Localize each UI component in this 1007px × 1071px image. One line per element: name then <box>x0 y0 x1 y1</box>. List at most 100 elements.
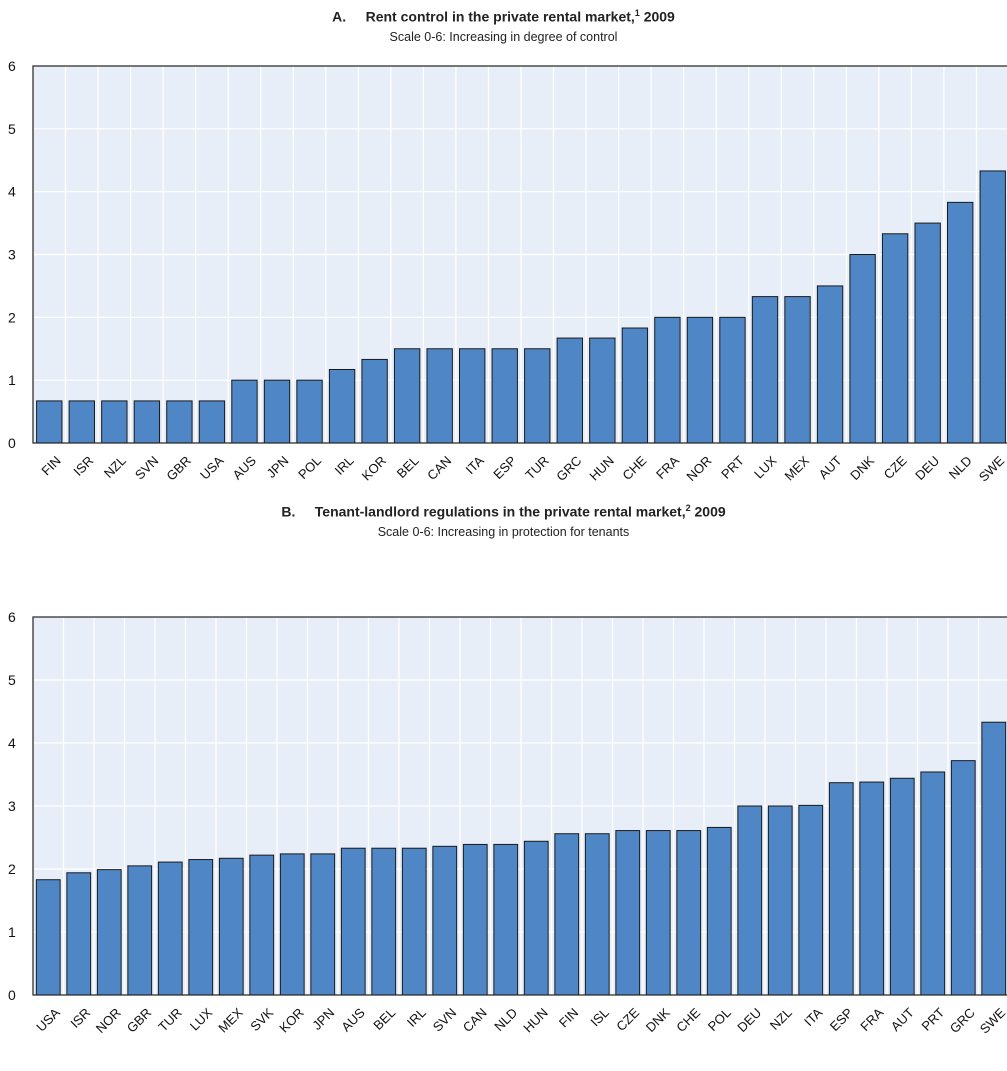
title-footnote: 1 <box>634 8 640 18</box>
category-label: AUS <box>230 453 260 483</box>
category-label: CZE <box>613 1005 642 1034</box>
bar <box>66 872 92 996</box>
bar <box>279 853 305 996</box>
bar <box>493 843 519 996</box>
category-label: ISL <box>587 1005 611 1029</box>
category-label: HUN <box>520 1005 551 1036</box>
category-label: JPN <box>309 1005 337 1033</box>
y-tick-label: 2 <box>8 309 16 325</box>
bar <box>524 348 551 444</box>
category-label: KOR <box>359 453 390 484</box>
y-tick-label: 5 <box>8 672 16 688</box>
bar <box>947 201 974 444</box>
bar <box>914 222 941 444</box>
y-tick-label: 6 <box>8 58 16 74</box>
bar <box>96 869 122 996</box>
category-label: IRL <box>404 1005 429 1030</box>
bar <box>432 845 458 996</box>
bar <box>218 857 244 996</box>
bar <box>101 400 128 444</box>
bar <box>981 721 1007 996</box>
chart-subtitle: Scale 0-6: Increasing in degree of contr… <box>389 30 618 44</box>
bar <box>263 379 291 444</box>
bar <box>889 777 915 996</box>
category-label: DEU <box>912 453 942 483</box>
category-label: BEL <box>370 1005 398 1033</box>
bar <box>393 348 421 444</box>
y-tick-label: 0 <box>8 987 16 1003</box>
bar <box>68 400 95 444</box>
category-label: POL <box>705 1005 734 1034</box>
category-label: CHE <box>619 453 649 483</box>
bar <box>133 400 161 444</box>
bar <box>589 337 616 444</box>
bar <box>767 805 793 996</box>
category-label: FRA <box>653 453 682 482</box>
category-label: ITA <box>801 1005 825 1029</box>
bar <box>621 327 649 444</box>
bar <box>920 771 946 996</box>
bar <box>459 348 486 444</box>
category-label: CAN <box>460 1005 490 1035</box>
chart-title: B. Tenant-landlord regulations in the pr… <box>0 503 1007 520</box>
category-label: POL <box>295 453 324 482</box>
y-tick-label: 6 <box>8 609 16 625</box>
bar <box>979 170 1006 444</box>
bar <box>491 348 518 444</box>
bar <box>828 782 854 996</box>
bar <box>881 233 909 444</box>
bar <box>816 285 844 444</box>
bar <box>554 833 580 996</box>
category-label: AUT <box>888 1005 917 1034</box>
category-label: SVK <box>247 1005 276 1034</box>
y-tick-label: 5 <box>8 121 16 137</box>
plot-frame <box>32 65 1007 444</box>
y-tick-label: 3 <box>8 798 16 814</box>
category-label: BEL <box>394 453 422 481</box>
bar <box>462 843 488 996</box>
bar <box>296 379 323 444</box>
y-tick-label: 2 <box>8 861 16 877</box>
y-tick-label: 1 <box>8 372 16 388</box>
category-label: MEX <box>215 1005 246 1036</box>
category-label: FIN <box>38 453 63 478</box>
bar <box>849 254 876 444</box>
category-label: MEX <box>782 453 813 484</box>
chart-b-svg: 0 1 2 3 4 5 6 USA ISR NOR GBR TUR LUX MEX SVK KOR JPN AUS… <box>8 609 1007 1037</box>
category-label: USA <box>33 1005 63 1035</box>
category-label: PRT <box>918 1005 947 1034</box>
category-label: ESP <box>827 1005 856 1034</box>
category-label: NZL <box>101 453 129 481</box>
bar <box>249 854 275 996</box>
y-tick-label: 0 <box>8 435 16 451</box>
bar <box>950 760 976 996</box>
category-label: NZL <box>767 1005 795 1033</box>
title-text: Tenant-landlord regulations in the priva… <box>314 503 686 520</box>
panel-a: A. Rent control in the private rental ma… <box>0 0 1007 500</box>
bar <box>371 847 397 996</box>
bar <box>340 847 366 996</box>
category-label: GRC <box>553 453 584 484</box>
category-label: CHE <box>673 1005 703 1035</box>
y-tick-label: 1 <box>8 924 16 940</box>
category-label: ESP <box>490 453 519 482</box>
bar <box>784 296 811 444</box>
category-label: GBR <box>124 1005 155 1036</box>
bar <box>157 861 183 996</box>
panel-b: B. Tenant-landlord regulations in the pr… <box>0 495 1007 1071</box>
category-label: PRT <box>718 453 747 482</box>
bar <box>798 804 824 996</box>
category-label: FIN <box>556 1005 581 1030</box>
bar <box>686 316 714 444</box>
title-text: Rent control in the private rental marke… <box>365 8 635 25</box>
category-label: DNK <box>847 453 877 483</box>
category-label: DNK <box>643 1005 673 1035</box>
bar <box>859 781 885 996</box>
title-footnote: 2 <box>685 503 691 513</box>
bar <box>188 859 214 996</box>
bar <box>127 865 153 996</box>
chart-title: A. Rent control in the private rental ma… <box>0 8 1007 25</box>
y-tick-label: 3 <box>8 247 16 263</box>
category-label: NOR <box>683 453 714 484</box>
category-label: FRA <box>857 1005 886 1034</box>
